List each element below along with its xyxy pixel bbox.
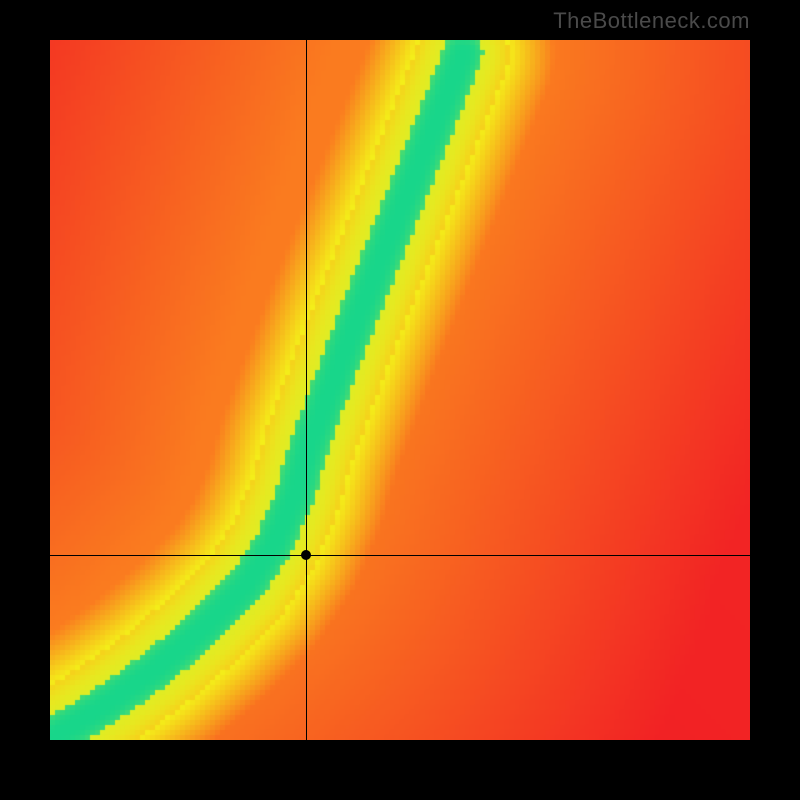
watermark-text: TheBottleneck.com [553, 8, 750, 34]
crosshair-vertical [306, 40, 307, 740]
crosshair-marker-dot [301, 550, 311, 560]
heatmap-canvas [50, 40, 750, 740]
crosshair-horizontal [50, 555, 750, 556]
heatmap-plot [50, 40, 750, 740]
